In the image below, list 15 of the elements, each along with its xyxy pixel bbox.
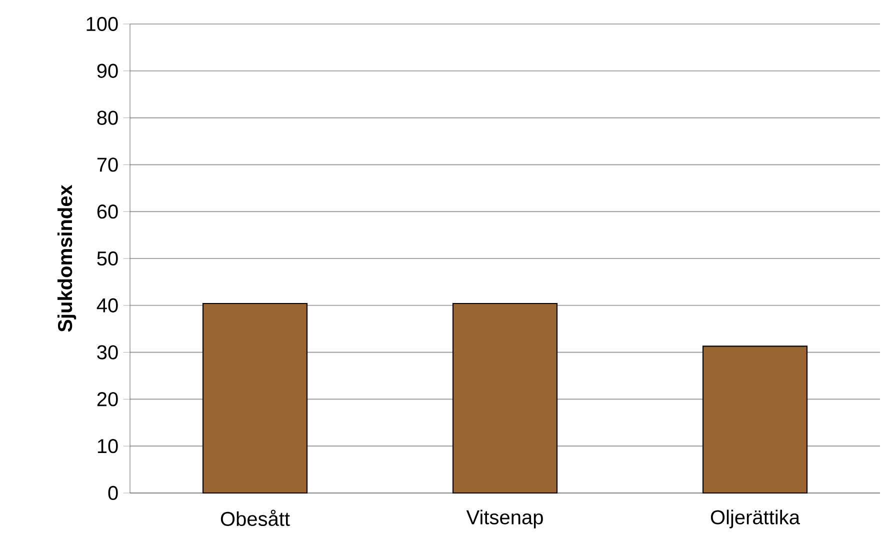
y-axis-title: Sjukdomsindex [57,184,76,332]
y-tick-label: 60 [97,204,118,219]
y-tick-label: 70 [97,158,118,172]
y-tick-label: 50 [97,251,118,266]
y-tick-label: 80 [97,110,118,125]
y-tick-label: 0 [108,486,118,500]
x-tick-label: Obesått [220,510,290,526]
y-tick-label: 90 [97,64,118,78]
y-tick-label: 20 [97,392,118,406]
x-tick-label: Oljerättika [710,510,800,528]
x-tick-label: Vitsenap [466,510,543,528]
y-tick-label: 40 [96,298,118,312]
y-tick-label: 30 [97,345,118,360]
y-tick-label: 10 [98,439,118,454]
y-tick-label: 100 [86,16,118,32]
